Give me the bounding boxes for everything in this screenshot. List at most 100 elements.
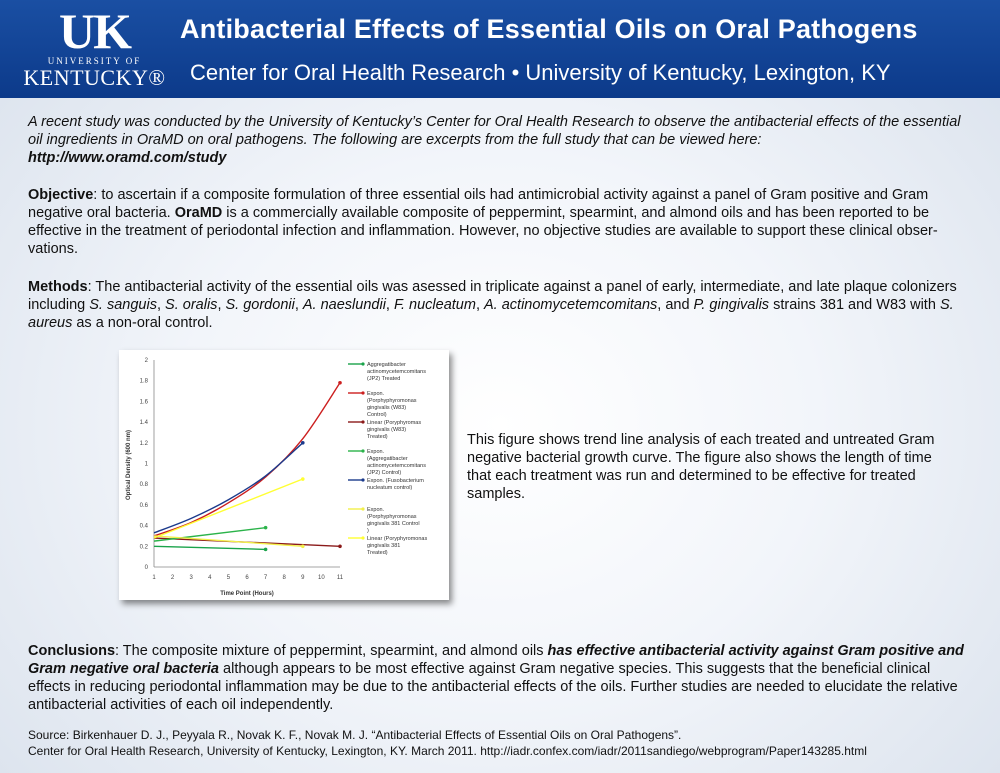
y-tick-label: 1.4 (140, 420, 149, 426)
legend-label-line: Expon. (367, 391, 385, 397)
legend-swatch-point (361, 478, 365, 482)
x-tick-label: 3 (190, 575, 194, 581)
conclusions-label: Conclusions (28, 643, 116, 659)
series-end-point (301, 441, 305, 445)
legend-label-line: gingivalis (W83) (367, 405, 406, 411)
y-tick-label: 1.2 (140, 441, 149, 447)
legend-swatch-point (361, 507, 365, 511)
species-name: S. aureus (28, 297, 954, 331)
separator: , (156, 297, 166, 313)
legend-label-line: Control) (367, 412, 387, 418)
methods-label: Methods (28, 279, 88, 295)
legend-label-line: (JP2) Treated (367, 376, 400, 382)
y-tick-label: 1.6 (140, 399, 149, 405)
objective-label: Objective (28, 187, 94, 203)
intro-paragraph: A recent study was conducted by the Univ… (28, 113, 976, 167)
species-name: A. naeslundii (302, 297, 386, 313)
separator: , (385, 297, 394, 313)
y-axis-label: Optical Density (600 nm) (126, 430, 132, 500)
legend-label-line: gingivalis (W83) (367, 427, 406, 433)
page-title: Antibacterial Effects of Essential Oils … (180, 14, 918, 44)
legend-swatch-point (361, 536, 365, 540)
legend-label-line: gingivalis 381 Control (367, 521, 420, 527)
separator: , and (657, 297, 694, 313)
y-tick-label: 2 (145, 358, 149, 364)
x-tick-label: 2 (171, 575, 175, 581)
source-line-1: Source: Birkenhauer D. J., Peyyala R., N… (28, 728, 682, 742)
methods-text-1: : The antibacterial activity of the esse… (28, 279, 957, 313)
legend-label-line: nucleatum control) (367, 485, 412, 491)
species-name: S. oralis (165, 297, 218, 313)
objective-paragraph: Objective: to ascertain if a composite f… (28, 186, 976, 258)
y-tick-label: 1.8 (140, 379, 149, 385)
series-end-point (263, 547, 268, 552)
x-tick-label: 10 (318, 575, 325, 581)
oramd-brand: OraMD (174, 205, 223, 221)
species-name: S. sanguis (89, 297, 157, 313)
legend-label: Linear (Poryphyromonas gingivalis 381 Trea… (367, 536, 427, 556)
legend-label-line: ) (367, 528, 369, 534)
legend-label-line: Treated) (367, 550, 388, 556)
legend-label-line: Linear (Poryphyromas (367, 420, 421, 426)
separator: , (294, 297, 303, 313)
series-end-point (263, 525, 268, 530)
x-tick-label: 7 (264, 575, 268, 581)
conclusions-text-2: although appears to be most effective ag… (28, 661, 958, 713)
y-tick-label: 0 (145, 565, 149, 571)
species-name: P. gingivalis (693, 297, 770, 313)
legend-label-line: Expon. (367, 449, 385, 455)
methods-text-2: strains 381 and W83 with (769, 297, 940, 313)
legend-label-line: gingivalis 381 (367, 543, 400, 549)
separator: , (217, 297, 226, 313)
species-name: F. nucleatum (393, 297, 476, 313)
y-tick-label: 0.4 (140, 524, 149, 530)
legend-label-line: Aggregatibacter (367, 362, 406, 368)
legend-swatch-point (361, 420, 365, 424)
conclusions-text-1: : The composite mixture of peppermint, s… (115, 643, 548, 659)
x-tick-label: 5 (227, 575, 231, 581)
series-line (153, 442, 304, 534)
objective-text-1: : to ascertain if a composite formulatio… (28, 187, 929, 221)
legend-label: Aggregatibacter actinomycetemcomitans (JP2… (367, 362, 426, 382)
species-name: A. actinomycetemcomitans (484, 297, 658, 313)
study-link[interactable]: http://www.oramd.com/study (28, 150, 227, 166)
objective-text-2: is a commercially available composite of… (28, 205, 938, 257)
logo-university-of: UNIVERSITY OF (47, 56, 142, 66)
figure-caption: This figure shows trend line analysis of… (467, 432, 935, 502)
series-line (153, 526, 266, 542)
legend-label-line: actinomycetemcomitans (367, 369, 426, 375)
intro-text: A recent study was conducted by the Univ… (28, 114, 961, 148)
page-subtitle: Center for Oral Health Research • Univer… (190, 60, 891, 85)
logo-uk-mark: UK (59, 3, 132, 59)
legend-label: Expon. (Porphyphyromonas gingivalis 381 Co… (367, 507, 420, 534)
logo-kentucky: KENTUCKY® (23, 65, 166, 90)
x-tick-label: 8 (283, 575, 287, 581)
legend-label: Expon. (Porphyphyromonas gingivalis (W83) C… (367, 391, 417, 418)
x-tick-label: 9 (301, 575, 305, 581)
legend-label-line: Treated) (367, 434, 388, 440)
legend-label-line: Expon. (Fusobacterium (367, 478, 424, 484)
separator: , (475, 297, 484, 313)
legend-swatch-point (361, 449, 365, 453)
y-tick-label: 0.2 (140, 544, 149, 550)
legend-swatch-point (361, 391, 365, 395)
legend-label-line: (Porphyphyromonas (367, 398, 417, 404)
y-tick-label: 0.8 (140, 482, 149, 488)
x-tick-label: 11 (337, 575, 344, 581)
chart-svg: 0 0.2 0.4 0.6 0.8 1 1.2 1.4 1.6 1.8 2 1 2 3 4 5 6 7 8 9 10 1… (126, 358, 427, 597)
header-banner: UK UNIVERSITY OF KENTUCKY® Antibacterial… (0, 0, 1000, 98)
conclusions-paragraph: Conclusions: The composite mixture of pe… (28, 642, 976, 714)
source-citation: Source: Birkenhauer D. J., Peyyala R., N… (28, 727, 976, 759)
legend-label-line: (Porphyphyromonas (367, 514, 417, 520)
series-end-point (301, 544, 305, 549)
y-tick-label: 1 (145, 462, 149, 468)
series-end-point (301, 477, 305, 481)
university-logo: UK UNIVERSITY OF KENTUCKY® (22, 6, 167, 94)
legend-label-line: Expon. (367, 507, 385, 513)
x-tick-label: 6 (245, 575, 249, 581)
legend-label: Expon. (Fusobacterium nucleatum control) (367, 478, 424, 491)
series-end-point (338, 380, 342, 385)
legend-label: Linear (Poryphyromas gingivalis (W83) Trea… (367, 420, 421, 440)
legend-swatch-point (361, 362, 365, 366)
legend-label: Expon. (Aggregatibacter actinomycetemcomit… (367, 449, 426, 476)
